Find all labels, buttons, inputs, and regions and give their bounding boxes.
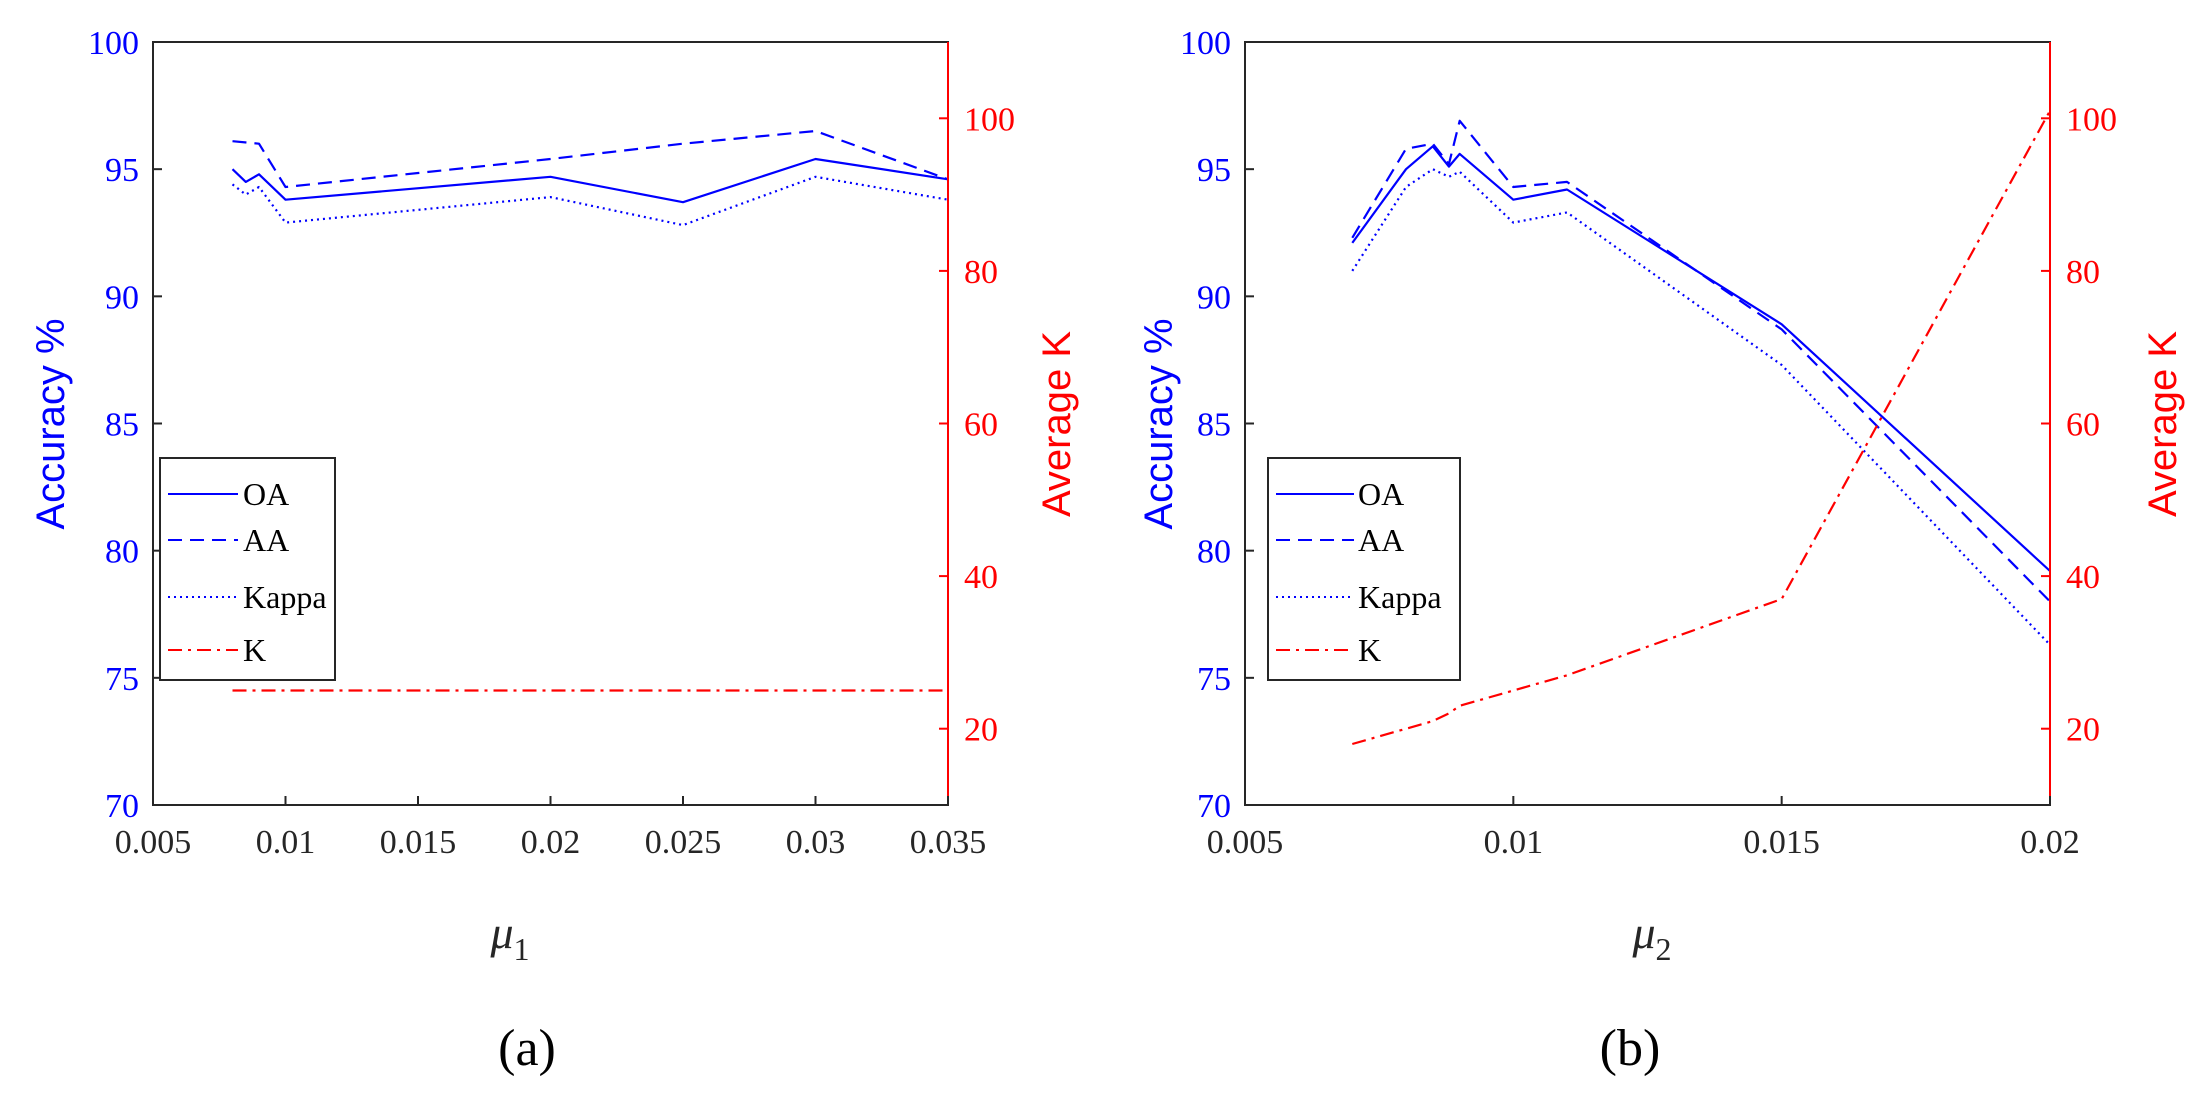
right-tick-label: 100	[2066, 101, 2117, 138]
x-tick-label: 0.01	[1484, 824, 1544, 861]
series-line-kappa	[231, 175, 949, 227]
x-tick-label: 0.015	[1743, 824, 1820, 861]
left-axis-label: Accuracy %	[1137, 318, 1181, 529]
legend-label-aa: AA	[1358, 522, 1404, 558]
left-tick-label: 90	[1197, 279, 1231, 316]
left-tick-label: 95	[1197, 152, 1231, 189]
x-tick-label: 0.005	[115, 824, 192, 861]
legend-label-k: K	[243, 632, 266, 668]
x-axis: 0.005 0.01 0.015 0.02 0.025 0.03 0.035	[115, 796, 987, 861]
x-axis-label-subscript: 2	[1656, 931, 1672, 967]
left-tick-label: 100	[1180, 25, 1231, 62]
right-tick-label: 80	[2066, 254, 2100, 291]
caption: (a)	[498, 1020, 556, 1077]
x-axis-label: μ2	[1631, 907, 1671, 967]
x-axis-label-subscript: 1	[514, 931, 530, 967]
legend-label-k: K	[1358, 632, 1381, 668]
x-tick-label: 0.015	[380, 824, 457, 861]
right-tick-label: 100	[964, 101, 1015, 138]
right-tick-label: 80	[964, 254, 998, 291]
series-line-aa	[232, 129, 949, 189]
right-axis: 20 40 60 80 100	[939, 42, 1015, 805]
plot-frame	[1244, 41, 2051, 806]
caption: (b)	[1600, 1020, 1661, 1077]
x-axis-label: μ1	[489, 907, 529, 967]
right-tick-label: 20	[2066, 712, 2100, 749]
left-axis: 70 75 80 85 90 95 100	[88, 25, 162, 825]
legend-label-aa: AA	[243, 522, 289, 558]
legend: OA AA Kappa K	[159, 457, 336, 681]
series-line-k	[1351, 110, 2051, 746]
series-line-oa	[231, 157, 949, 204]
right-tick-label: 60	[964, 407, 998, 444]
x-tick-label: 0.01	[256, 824, 316, 861]
series-layer	[231, 129, 949, 692]
right-tick-label: 40	[964, 559, 998, 596]
right-axis: 20 40 60 80 100	[2041, 42, 2117, 805]
x-axis-label-symbol: μ	[489, 907, 513, 958]
left-axis: 70 75 80 85 90 95 100	[1180, 25, 1254, 825]
left-tick-label: 70	[1197, 788, 1231, 825]
series-layer	[1351, 110, 2051, 746]
right-tick-label: 40	[2066, 559, 2100, 596]
left-tick-label: 70	[105, 788, 139, 825]
left-tick-label: 75	[1197, 661, 1231, 698]
x-axis-label-symbol: μ	[1631, 907, 1655, 958]
x-tick-label: 0.02	[521, 824, 581, 861]
left-tick-label: 75	[105, 661, 139, 698]
left-tick-label: 80	[1197, 534, 1231, 571]
left-tick-label: 100	[88, 25, 139, 62]
left-tick-label: 85	[1197, 407, 1231, 444]
right-axis-label: Average K	[1035, 331, 1079, 517]
legend-label-kappa: Kappa	[1358, 579, 1442, 615]
left-tick-label: 85	[105, 407, 139, 444]
x-tick-label: 0.025	[645, 824, 722, 861]
legend-label-kappa: Kappa	[243, 579, 327, 615]
x-tick-label: 0.02	[2020, 824, 2080, 861]
legend-label-oa: OA	[243, 476, 289, 512]
legend-label-oa: OA	[1358, 476, 1404, 512]
legend: OA AA Kappa K	[1267, 457, 1461, 681]
x-tick-label: 0.035	[910, 824, 987, 861]
series-line-aa	[1351, 119, 2051, 603]
x-tick-label: 0.03	[786, 824, 846, 861]
left-tick-label: 80	[105, 534, 139, 571]
left-tick-label: 95	[105, 152, 139, 189]
right-tick-label: 20	[964, 712, 998, 749]
x-tick-label: 0.005	[1207, 824, 1284, 861]
right-tick-label: 60	[2066, 407, 2100, 444]
left-axis-label: Accuracy %	[29, 318, 73, 529]
right-axis-label: Average K	[2141, 331, 2185, 517]
left-tick-label: 90	[105, 279, 139, 316]
x-axis: 0.005 0.01 0.015 0.02	[1207, 796, 2080, 861]
